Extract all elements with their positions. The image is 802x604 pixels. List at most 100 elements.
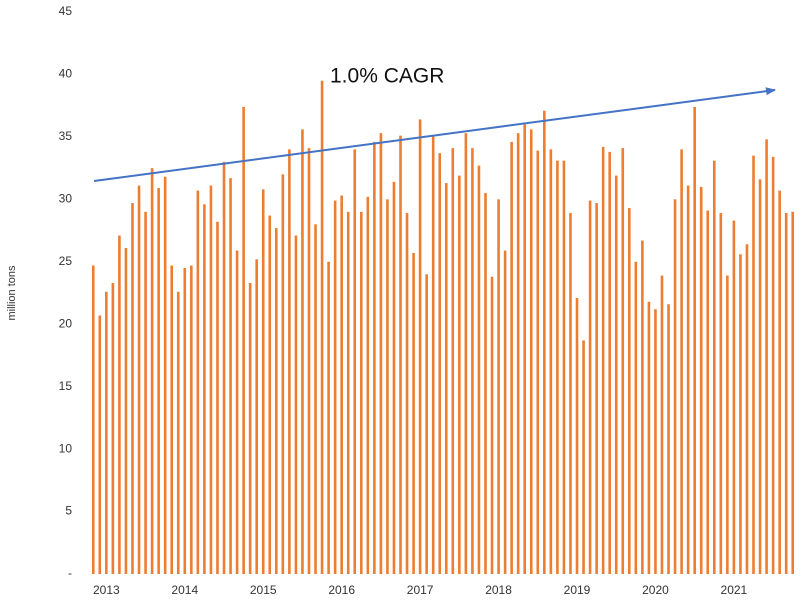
bar <box>288 149 291 574</box>
bar <box>641 240 644 574</box>
bar <box>484 193 487 575</box>
bar <box>229 178 232 574</box>
bar <box>294 235 298 574</box>
bar <box>575 297 579 574</box>
bar <box>628 208 631 574</box>
bar <box>667 304 670 574</box>
bar <box>176 291 180 574</box>
bar <box>726 275 729 574</box>
y-tick-label: 5 <box>65 504 72 518</box>
bar <box>699 186 703 574</box>
bar <box>281 174 285 574</box>
trend-arrow <box>93 87 776 182</box>
bar <box>464 133 468 575</box>
x-tick-label: 2013 <box>93 583 120 597</box>
bar <box>588 200 592 575</box>
bar <box>621 148 625 574</box>
bar <box>425 274 428 574</box>
bar <box>144 211 147 575</box>
x-tick-label: 2021 <box>721 583 748 597</box>
bar <box>327 261 330 574</box>
bar <box>333 200 337 575</box>
bar <box>209 185 213 574</box>
y-tick-label: 35 <box>59 129 73 143</box>
bar <box>601 146 605 574</box>
y-tick-label: 15 <box>59 379 73 393</box>
bar <box>346 211 350 575</box>
bar <box>693 106 696 574</box>
bar <box>222 161 226 574</box>
bar <box>758 179 762 574</box>
bar <box>497 199 500 575</box>
bar <box>359 211 363 575</box>
annotation: 1.0% CAGR <box>330 65 444 88</box>
bar <box>739 254 742 575</box>
bar <box>418 119 422 574</box>
y-tick-label: 45 <box>59 4 73 18</box>
x-tick-label: 2016 <box>328 583 355 597</box>
bar <box>765 139 768 575</box>
bar <box>771 156 775 575</box>
bar <box>660 275 664 574</box>
bar <box>248 283 252 574</box>
bar <box>529 129 533 574</box>
bar <box>562 160 566 574</box>
bar <box>170 265 174 574</box>
y-tick-label: 30 <box>59 192 73 206</box>
bar <box>314 224 317 575</box>
bar <box>150 168 154 574</box>
bar <box>405 213 409 574</box>
bar <box>647 301 651 574</box>
bar <box>556 160 559 574</box>
y-tick-label: 25 <box>59 254 73 268</box>
bar <box>157 188 160 575</box>
bar <box>516 133 520 575</box>
bar <box>784 213 788 574</box>
bar <box>320 80 324 574</box>
bar <box>118 235 121 574</box>
bar <box>255 259 258 574</box>
bar <box>353 149 357 574</box>
bar <box>791 211 795 575</box>
x-tick-label: 2015 <box>250 583 277 597</box>
bar <box>216 221 219 574</box>
y-tick-label: - <box>68 566 72 580</box>
y-tick-label: 40 <box>59 67 73 81</box>
bar <box>451 148 455 574</box>
y-axis-label: million tons <box>6 265 18 321</box>
bar <box>719 213 723 574</box>
bar <box>444 183 448 574</box>
bar <box>275 228 278 574</box>
bar <box>686 185 690 574</box>
y-tick-label: 20 <box>59 316 73 330</box>
bar <box>131 203 134 574</box>
bar <box>340 195 343 574</box>
bar <box>732 220 736 574</box>
bar <box>366 196 370 574</box>
bar <box>712 160 716 574</box>
bar <box>386 199 389 575</box>
bar <box>673 199 677 575</box>
bar <box>301 129 304 574</box>
bar <box>163 176 167 574</box>
x-tick-label: 2018 <box>485 583 512 597</box>
bar <box>105 291 108 574</box>
bar <box>510 141 513 574</box>
bar <box>536 150 540 575</box>
bar <box>268 215 272 574</box>
bar <box>503 250 507 574</box>
bar <box>373 141 376 574</box>
bar <box>392 181 396 575</box>
bar <box>680 149 683 574</box>
bar <box>614 175 618 575</box>
bar <box>91 265 95 574</box>
bar <box>471 148 474 574</box>
x-tick-label: 2019 <box>564 583 591 597</box>
bar <box>190 265 193 574</box>
y-tick-label: 10 <box>59 441 73 455</box>
bar <box>399 135 402 574</box>
bar <box>745 244 749 574</box>
bar <box>569 213 572 574</box>
bar <box>98 315 102 574</box>
